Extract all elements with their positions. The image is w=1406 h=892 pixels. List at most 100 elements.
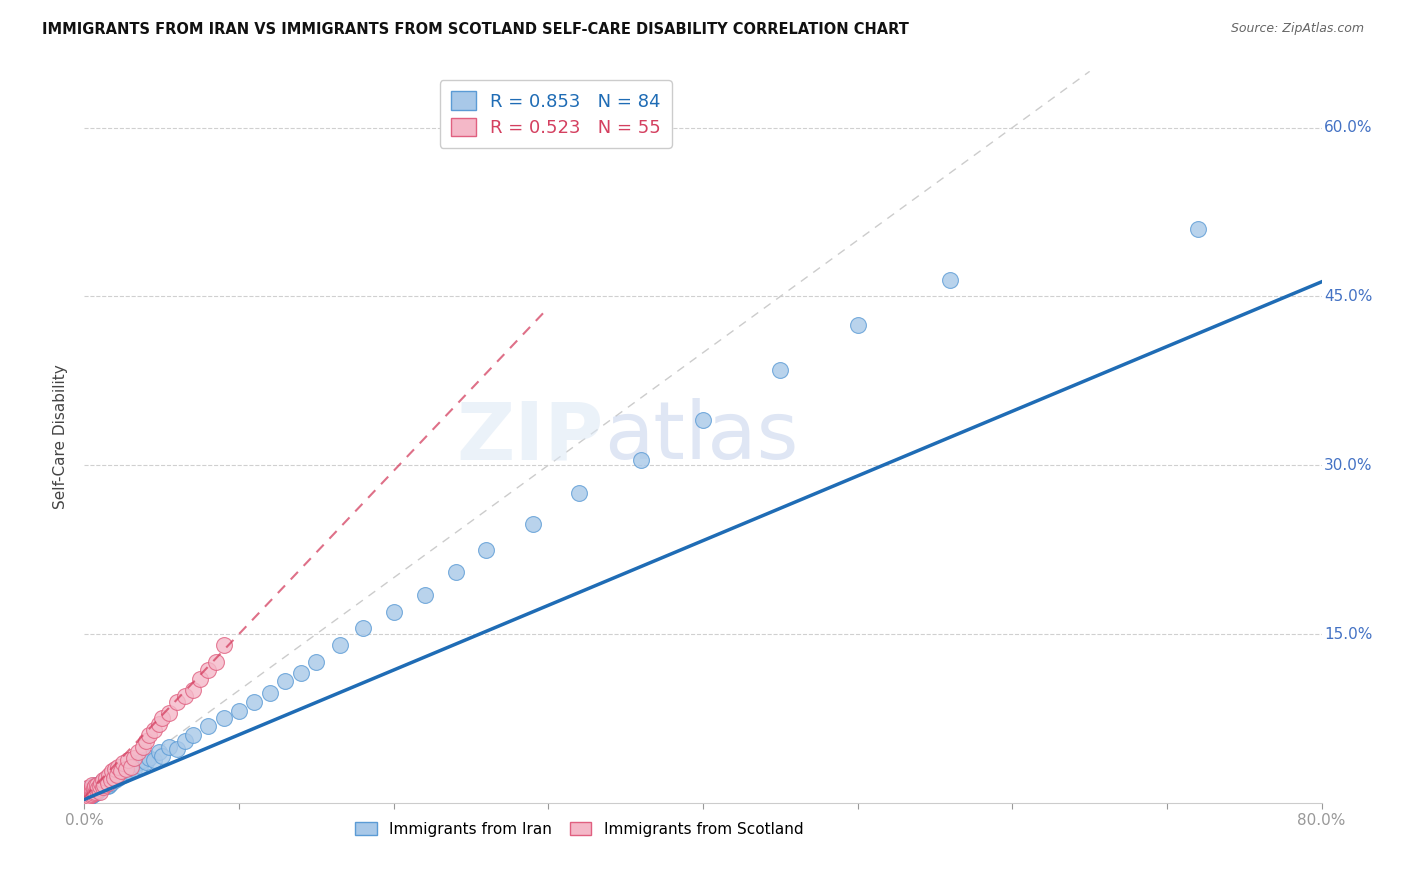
Point bbox=[148, 717, 170, 731]
Point bbox=[129, 758, 152, 772]
Point bbox=[143, 723, 166, 737]
Point bbox=[212, 711, 235, 725]
Point bbox=[174, 689, 197, 703]
Point bbox=[79, 782, 101, 797]
Point bbox=[82, 784, 104, 798]
Point bbox=[692, 413, 714, 427]
Point bbox=[79, 783, 101, 797]
Point bbox=[132, 739, 155, 754]
Point bbox=[107, 771, 129, 785]
Point bbox=[135, 734, 157, 748]
Point bbox=[84, 782, 107, 797]
Point bbox=[117, 753, 139, 767]
Legend: Immigrants from Iran, Immigrants from Scotland: Immigrants from Iran, Immigrants from Sc… bbox=[349, 815, 810, 843]
Point bbox=[90, 775, 112, 789]
Point bbox=[138, 728, 160, 742]
Point bbox=[86, 780, 108, 794]
Point bbox=[96, 779, 118, 793]
Point bbox=[104, 762, 127, 776]
Point bbox=[90, 781, 112, 796]
Point bbox=[103, 771, 125, 785]
Point bbox=[174, 734, 197, 748]
Point bbox=[135, 756, 157, 770]
Point bbox=[89, 784, 111, 798]
Point bbox=[328, 638, 352, 652]
Point bbox=[77, 790, 100, 805]
Point bbox=[82, 787, 104, 801]
Point bbox=[413, 588, 436, 602]
Point bbox=[243, 694, 266, 708]
Point bbox=[89, 782, 111, 797]
Point bbox=[79, 788, 101, 802]
Point bbox=[86, 778, 108, 792]
Point bbox=[89, 779, 111, 793]
Point bbox=[93, 778, 115, 792]
Point bbox=[75, 792, 97, 806]
Point bbox=[100, 773, 122, 788]
Text: IMMIGRANTS FROM IRAN VS IMMIGRANTS FROM SCOTLAND SELF-CARE DISABILITY CORRELATIO: IMMIGRANTS FROM IRAN VS IMMIGRANTS FROM … bbox=[42, 22, 910, 37]
Point bbox=[101, 764, 124, 779]
Point bbox=[105, 767, 128, 781]
Point bbox=[83, 783, 105, 797]
Point bbox=[120, 760, 142, 774]
Point bbox=[522, 516, 544, 531]
Point bbox=[76, 786, 98, 800]
Point bbox=[117, 764, 139, 779]
Point bbox=[86, 784, 108, 798]
Point bbox=[352, 621, 374, 635]
Point bbox=[769, 362, 792, 376]
Point bbox=[132, 753, 155, 767]
Point bbox=[1187, 222, 1209, 236]
Point bbox=[76, 789, 98, 803]
Point bbox=[76, 786, 98, 800]
Point bbox=[96, 773, 118, 788]
Point bbox=[568, 486, 591, 500]
Point bbox=[107, 760, 129, 774]
Point bbox=[122, 751, 145, 765]
Point bbox=[110, 764, 132, 779]
Point bbox=[159, 739, 180, 754]
Point bbox=[274, 674, 297, 689]
Point bbox=[259, 685, 281, 699]
Point bbox=[475, 542, 498, 557]
Point bbox=[125, 756, 148, 771]
Point bbox=[83, 787, 105, 801]
Point bbox=[82, 788, 104, 802]
Point bbox=[77, 781, 100, 796]
Point bbox=[83, 781, 105, 796]
Text: Source: ZipAtlas.com: Source: ZipAtlas.com bbox=[1230, 22, 1364, 36]
Point bbox=[77, 784, 100, 798]
Point bbox=[138, 751, 160, 765]
Point bbox=[91, 774, 114, 789]
Point bbox=[166, 694, 188, 708]
Point bbox=[76, 790, 98, 805]
Point bbox=[846, 318, 869, 332]
Point bbox=[108, 764, 131, 779]
Point bbox=[75, 787, 97, 801]
Text: 45.0%: 45.0% bbox=[1324, 289, 1372, 304]
Point bbox=[77, 788, 100, 802]
Point bbox=[197, 719, 219, 733]
Point bbox=[188, 672, 211, 686]
Point bbox=[93, 778, 115, 792]
Text: atlas: atlas bbox=[605, 398, 799, 476]
Point bbox=[127, 745, 149, 759]
Point bbox=[98, 767, 121, 781]
Text: 30.0%: 30.0% bbox=[1324, 458, 1372, 473]
Point bbox=[87, 779, 110, 793]
Point bbox=[87, 781, 110, 796]
Point bbox=[84, 779, 107, 793]
Text: 15.0%: 15.0% bbox=[1324, 626, 1372, 641]
Point bbox=[205, 655, 228, 669]
Point bbox=[150, 748, 173, 763]
Point bbox=[166, 741, 188, 756]
Point bbox=[444, 565, 467, 579]
Point bbox=[290, 666, 312, 681]
Point bbox=[382, 605, 405, 619]
Point bbox=[143, 753, 166, 767]
Point bbox=[103, 771, 125, 785]
Point bbox=[94, 771, 117, 785]
Point bbox=[112, 767, 135, 781]
Point bbox=[112, 756, 135, 771]
Point bbox=[122, 762, 145, 776]
